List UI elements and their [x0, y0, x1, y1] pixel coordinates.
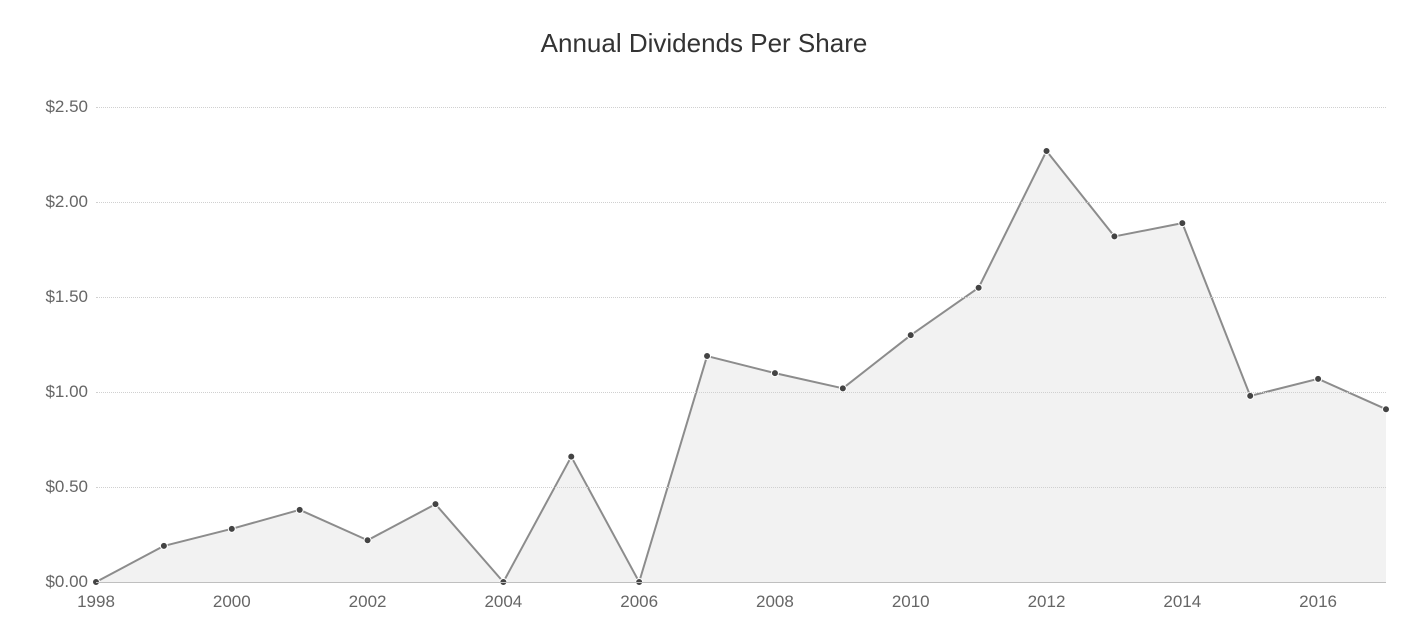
- data-point[interactable]: [975, 284, 982, 291]
- y-axis-label: $2.50: [45, 97, 88, 117]
- data-point[interactable]: [839, 385, 846, 392]
- dividends-chart: Annual Dividends Per Share $0.00$0.50$1.…: [0, 0, 1408, 638]
- y-axis-label: $1.00: [45, 382, 88, 402]
- data-point[interactable]: [1383, 406, 1390, 413]
- x-axis-label: 2014: [1163, 592, 1201, 612]
- data-point[interactable]: [1111, 233, 1118, 240]
- x-axis-label: 2002: [349, 592, 387, 612]
- y-axis-label: $2.00: [45, 192, 88, 212]
- chart-svg: [96, 72, 1386, 582]
- x-axis-label: 1998: [77, 592, 115, 612]
- y-axis-label: $0.00: [45, 572, 88, 592]
- x-axis-label: 2004: [484, 592, 522, 612]
- data-point[interactable]: [1315, 375, 1322, 382]
- data-point[interactable]: [228, 525, 235, 532]
- y-gridline: [96, 202, 1386, 203]
- plot-area: $0.00$0.50$1.00$1.50$2.00$2.501998200020…: [96, 72, 1386, 582]
- y-gridline: [96, 487, 1386, 488]
- data-point[interactable]: [1179, 220, 1186, 227]
- data-point[interactable]: [160, 542, 167, 549]
- data-point[interactable]: [432, 501, 439, 508]
- x-axis-label: 2006: [620, 592, 658, 612]
- y-baseline: [96, 582, 1386, 583]
- data-point[interactable]: [1043, 147, 1050, 154]
- data-point[interactable]: [907, 332, 914, 339]
- y-axis-label: $0.50: [45, 477, 88, 497]
- data-point[interactable]: [1247, 392, 1254, 399]
- data-point[interactable]: [771, 370, 778, 377]
- area-fill: [96, 151, 1386, 582]
- y-axis-label: $1.50: [45, 287, 88, 307]
- y-gridline: [96, 392, 1386, 393]
- y-gridline: [96, 107, 1386, 108]
- x-axis-label: 2000: [213, 592, 251, 612]
- data-point[interactable]: [296, 506, 303, 513]
- x-axis-label: 2010: [892, 592, 930, 612]
- chart-title: Annual Dividends Per Share: [0, 28, 1408, 59]
- data-point[interactable]: [568, 453, 575, 460]
- x-axis-label: 2008: [756, 592, 794, 612]
- x-axis-label: 2012: [1028, 592, 1066, 612]
- data-point[interactable]: [364, 537, 371, 544]
- data-point[interactable]: [704, 353, 711, 360]
- x-axis-label: 2016: [1299, 592, 1337, 612]
- y-gridline: [96, 297, 1386, 298]
